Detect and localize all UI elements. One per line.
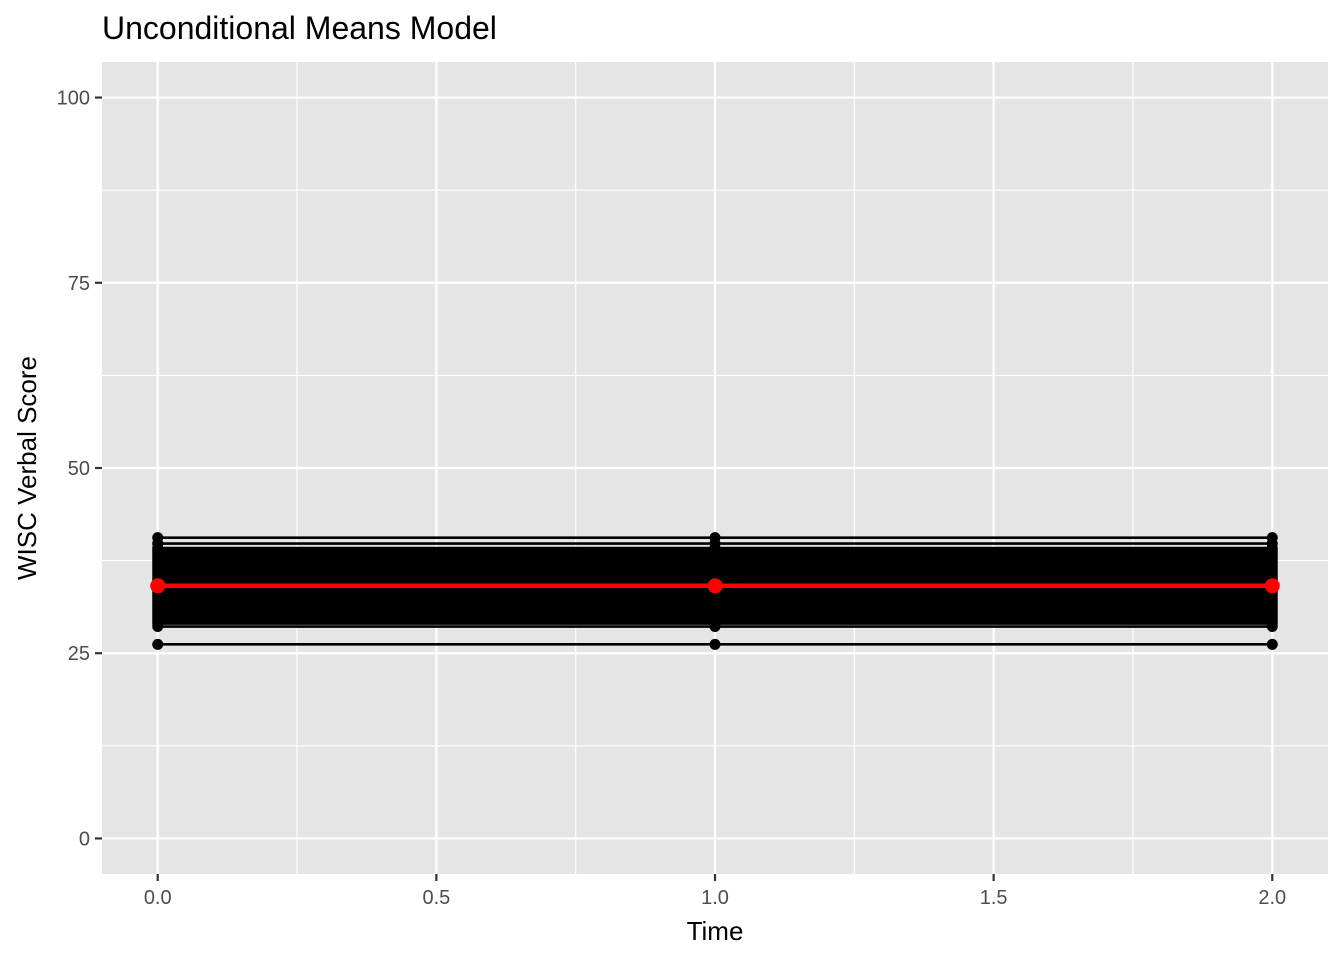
x-tick-label: 1.5	[980, 887, 1008, 909]
chart-title: Unconditional Means Model	[102, 10, 497, 46]
y-axis-title: WISC Verbal Score	[12, 356, 42, 580]
x-tick-label: 1.0	[701, 887, 729, 909]
x-tick-label: 0.0	[144, 887, 172, 909]
x-axis-title: Time	[687, 916, 744, 946]
major-grid	[102, 62, 1328, 874]
y-tick-label: 75	[68, 273, 90, 295]
individual-point	[1266, 638, 1278, 650]
mean-point	[150, 578, 166, 594]
y-tick-label: 50	[68, 458, 90, 480]
mean-point	[1264, 578, 1280, 594]
individual-point	[709, 532, 721, 544]
x-tick-label: 2.0	[1258, 887, 1286, 909]
x-axis: 0.0 0.5 1.0 1.5 2.0	[144, 874, 1286, 909]
y-axis: 0 25 50 75 100	[57, 88, 102, 850]
individual-point	[1266, 532, 1278, 544]
mean-trajectory	[150, 578, 1280, 594]
x-tick-label: 0.5	[422, 887, 450, 909]
y-tick-label: 0	[79, 828, 90, 850]
y-tick-label: 25	[68, 643, 90, 665]
individual-point	[152, 638, 164, 650]
mean-point	[707, 578, 723, 594]
individual-point	[152, 532, 164, 544]
y-tick-label: 100	[57, 88, 90, 110]
individual-point	[709, 638, 721, 650]
